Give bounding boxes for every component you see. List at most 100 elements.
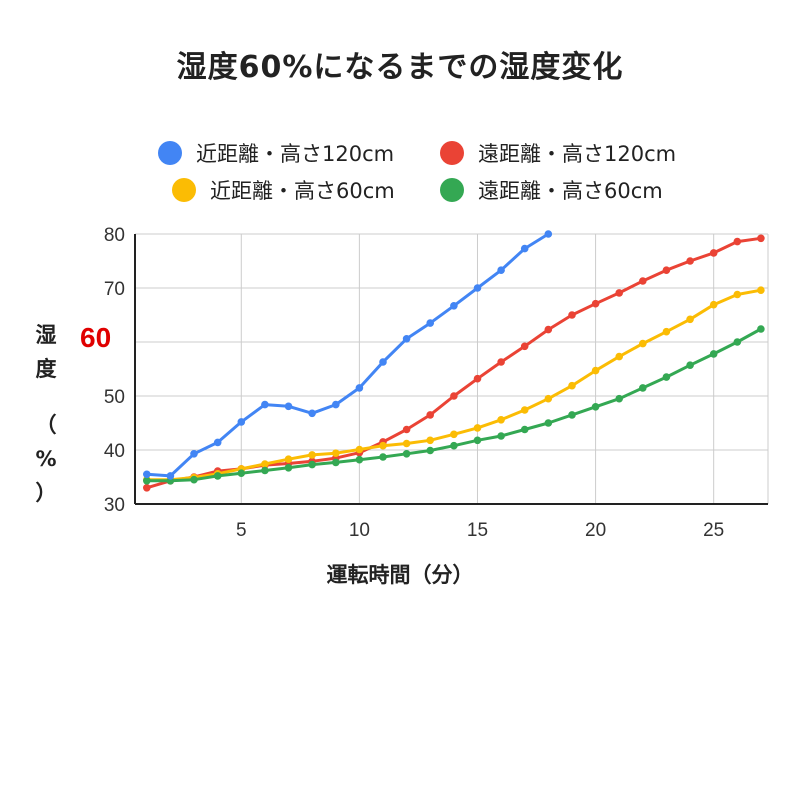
data-point bbox=[261, 466, 269, 475]
data-point bbox=[473, 374, 482, 383]
data-point bbox=[757, 286, 765, 295]
x-tick-label: 20 bbox=[585, 520, 606, 541]
data-point bbox=[591, 299, 600, 308]
data-point bbox=[473, 424, 482, 432]
data-point bbox=[568, 411, 576, 419]
y-axis-label-char: % bbox=[35, 447, 57, 471]
data-point bbox=[355, 455, 364, 464]
series-group bbox=[143, 286, 765, 484]
data-point bbox=[686, 315, 694, 324]
series-line bbox=[146, 232, 550, 478]
x-tick-label: 5 bbox=[236, 520, 247, 541]
data-point bbox=[544, 325, 553, 334]
data-point bbox=[379, 441, 387, 450]
data-point bbox=[709, 350, 718, 358]
data-point bbox=[426, 446, 435, 455]
highlight-60-label: 60 bbox=[80, 322, 112, 353]
data-point bbox=[402, 450, 411, 458]
series-group bbox=[143, 230, 553, 480]
data-point bbox=[686, 361, 694, 370]
series-line bbox=[146, 327, 762, 483]
data-point bbox=[143, 477, 151, 485]
data-point bbox=[520, 244, 529, 253]
data-point bbox=[261, 400, 269, 409]
data-point bbox=[261, 460, 269, 468]
data-point bbox=[520, 342, 529, 351]
data-point bbox=[733, 290, 742, 299]
y-tick-label: 30 bbox=[104, 495, 125, 516]
data-point bbox=[237, 469, 246, 478]
data-point bbox=[213, 438, 222, 447]
data-point bbox=[143, 470, 151, 479]
data-point bbox=[662, 373, 671, 381]
data-point bbox=[284, 464, 293, 472]
y-axis-label-char: ） bbox=[35, 481, 57, 505]
data-point bbox=[520, 406, 529, 414]
data-point bbox=[615, 394, 623, 403]
data-point bbox=[591, 366, 600, 375]
legend-marker-near-120 bbox=[158, 141, 182, 165]
data-point bbox=[284, 402, 293, 411]
data-point bbox=[450, 302, 458, 310]
data-point bbox=[497, 432, 505, 440]
data-point bbox=[190, 450, 198, 458]
data-point bbox=[497, 358, 505, 366]
legend-label-near-120: 近距離・高さ120cm bbox=[196, 142, 395, 166]
x-axis-label: 運転時間（分） bbox=[326, 563, 474, 587]
legend-label-near-60: 近距離・高さ60cm bbox=[210, 179, 395, 203]
data-point bbox=[426, 319, 435, 327]
data-point bbox=[639, 339, 647, 348]
legend-item-far-120: 遠距離・高さ120cm bbox=[440, 138, 676, 168]
data-point bbox=[402, 335, 411, 343]
y-axis-label: 湿 度 （ % ） bbox=[28, 318, 64, 510]
data-point bbox=[709, 249, 718, 257]
data-point bbox=[190, 475, 198, 484]
data-point bbox=[332, 458, 340, 467]
legend-item-near-60: 近距離・高さ60cm bbox=[172, 175, 395, 205]
data-point bbox=[757, 325, 765, 333]
y-tick-label: 50 bbox=[104, 387, 125, 408]
data-point bbox=[497, 416, 505, 424]
data-point bbox=[379, 453, 387, 461]
data-point bbox=[568, 311, 576, 319]
data-point bbox=[284, 455, 293, 464]
data-point bbox=[615, 352, 623, 361]
x-tick-label: 10 bbox=[349, 520, 370, 541]
series-group bbox=[143, 325, 765, 485]
data-point bbox=[143, 484, 151, 492]
data-point bbox=[544, 230, 553, 238]
data-point bbox=[591, 403, 600, 411]
x-tick-label: 25 bbox=[703, 520, 724, 541]
y-axis-label-char: 湿 bbox=[35, 323, 57, 347]
data-point bbox=[450, 441, 458, 450]
data-point bbox=[308, 451, 316, 459]
data-point bbox=[308, 460, 316, 469]
data-point bbox=[733, 237, 742, 246]
y-tick-label: 70 bbox=[104, 279, 125, 300]
y-axis-label-char: 度 bbox=[35, 357, 57, 381]
data-point bbox=[757, 234, 765, 243]
data-point bbox=[662, 327, 671, 336]
series-line bbox=[146, 288, 762, 482]
data-point bbox=[497, 266, 505, 275]
data-point bbox=[568, 381, 576, 390]
data-point bbox=[379, 358, 387, 366]
data-point bbox=[213, 472, 222, 480]
data-point bbox=[686, 257, 694, 265]
legend-marker-far-120 bbox=[440, 141, 464, 165]
data-point bbox=[639, 384, 647, 392]
chart-title: 湿度60%になるまでの湿度変化 bbox=[176, 50, 624, 85]
legend-label-far-120: 遠距離・高さ120cm bbox=[478, 142, 677, 166]
data-point bbox=[733, 338, 742, 346]
data-point bbox=[450, 430, 458, 439]
data-point bbox=[402, 439, 411, 448]
y-axis-label-char: （ bbox=[35, 413, 57, 437]
data-point bbox=[355, 384, 364, 392]
data-point bbox=[355, 445, 364, 454]
data-point bbox=[639, 277, 647, 285]
data-point bbox=[662, 266, 671, 275]
data-point bbox=[450, 392, 458, 400]
data-point bbox=[709, 300, 718, 309]
legend-marker-near-60 bbox=[172, 178, 196, 202]
